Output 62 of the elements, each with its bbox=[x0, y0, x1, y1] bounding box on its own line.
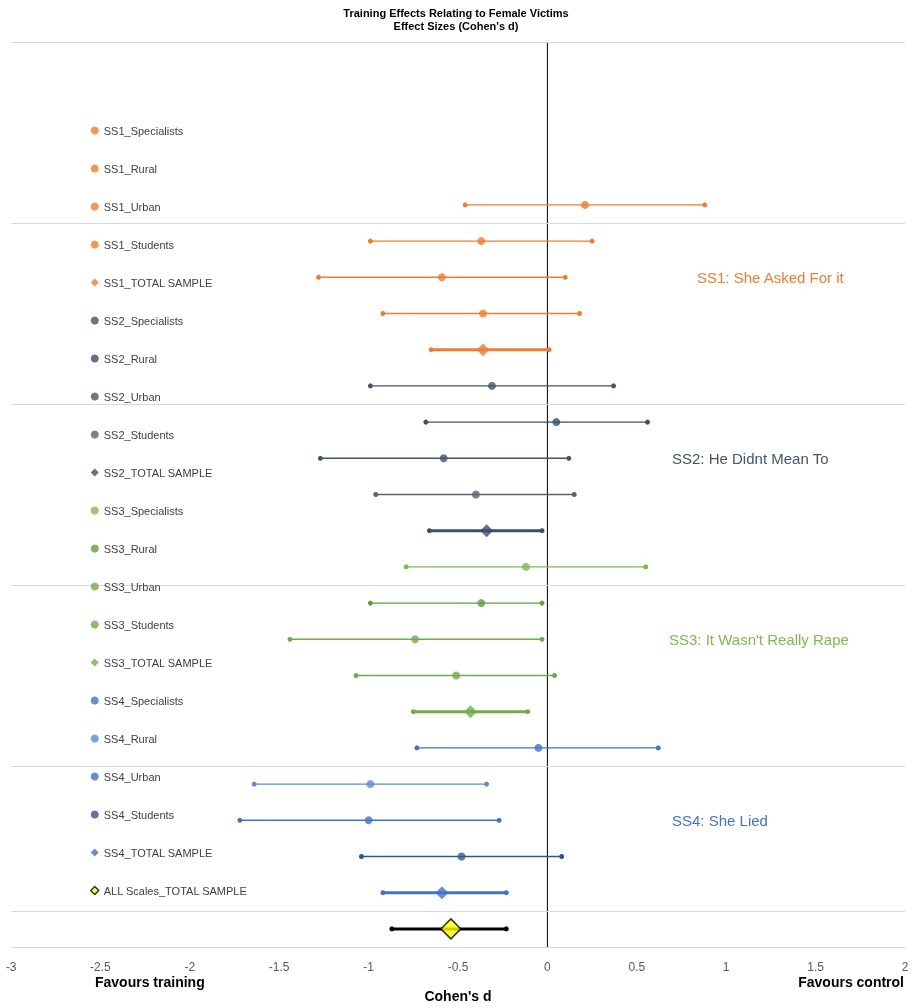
x-tick-label: -2 bbox=[184, 960, 196, 974]
legend-label: SS2_TOTAL SAMPLE bbox=[103, 466, 213, 479]
point bbox=[580, 200, 589, 209]
legend-label: ALL Scales_TOTAL SAMPLE bbox=[103, 884, 247, 897]
point bbox=[435, 886, 449, 900]
x-tick-label: -0.5 bbox=[447, 960, 469, 974]
point bbox=[440, 918, 462, 940]
point bbox=[364, 816, 373, 825]
legend-label: SS2_Students bbox=[103, 428, 175, 441]
annotation: SS1: She Asked For it bbox=[697, 268, 845, 286]
legend-label: SS3_Students bbox=[103, 618, 175, 631]
legend-label: SS4_Specialists bbox=[103, 694, 184, 707]
legend-label: SS4_Urban bbox=[103, 770, 161, 783]
point bbox=[437, 273, 446, 282]
x-tick-label: 1.5 bbox=[807, 960, 825, 974]
chart-title: Training Effects Relating to Female Victims bbox=[343, 6, 569, 19]
legend-label: SS1_TOTAL SAMPLE bbox=[103, 276, 213, 289]
legend-label: SS4_Rural bbox=[103, 732, 157, 745]
annotation: SS2: He Didnt Mean To bbox=[672, 449, 829, 467]
legend-label: SS3_Rural bbox=[103, 542, 157, 555]
point bbox=[477, 237, 486, 246]
point bbox=[477, 599, 486, 608]
point bbox=[521, 562, 530, 571]
point bbox=[479, 309, 488, 318]
legend-label: SS3_TOTAL SAMPLE bbox=[103, 656, 213, 669]
chart-subtitle: Effect Sizes (Cohen's d) bbox=[393, 19, 519, 32]
legend-label: SS2_Specialists bbox=[103, 314, 184, 327]
x-tick-label: 1 bbox=[722, 960, 730, 974]
legend-label: SS4_TOTAL SAMPLE bbox=[103, 846, 213, 859]
point bbox=[471, 490, 480, 499]
point bbox=[366, 780, 375, 789]
point bbox=[487, 381, 496, 390]
point bbox=[439, 454, 448, 463]
point bbox=[411, 635, 420, 644]
x-tick-label: -1.5 bbox=[268, 960, 290, 974]
x-tick-label: -3 bbox=[5, 960, 17, 974]
legend-label: SS2_Urban bbox=[103, 390, 161, 403]
legend-label: SS1_Urban bbox=[103, 200, 161, 213]
legend-label: SS1_Rural bbox=[103, 162, 157, 175]
text: Favours control bbox=[798, 974, 904, 990]
annotation: SS3: It Wasn't Really Rape bbox=[669, 631, 849, 649]
point bbox=[534, 743, 543, 752]
legend-label: SS1_Students bbox=[103, 238, 175, 251]
point bbox=[464, 705, 478, 719]
point bbox=[476, 343, 490, 357]
x-tick-label: 2 bbox=[901, 960, 909, 974]
point bbox=[457, 852, 466, 861]
x-axis-title: Cohen's d bbox=[424, 988, 492, 1004]
legend-label: SS1_Specialists bbox=[103, 124, 184, 137]
x-tick-label: -2.5 bbox=[90, 960, 112, 974]
legend-label: SS3_Specialists bbox=[103, 504, 184, 517]
legend-label: SS3_Urban bbox=[103, 580, 161, 593]
text: Favours training bbox=[95, 974, 205, 990]
x-tick-label: -1 bbox=[363, 960, 375, 974]
annotation: SS4: She Lied bbox=[672, 812, 768, 830]
point bbox=[452, 671, 461, 680]
legend-label: SS2_Rural bbox=[103, 352, 157, 365]
legend-label: SS4_Students bbox=[103, 808, 175, 821]
x-tick-label: 0.5 bbox=[628, 960, 646, 974]
x-tick-label: 0 bbox=[544, 960, 552, 974]
point bbox=[552, 418, 561, 427]
point bbox=[480, 524, 494, 538]
